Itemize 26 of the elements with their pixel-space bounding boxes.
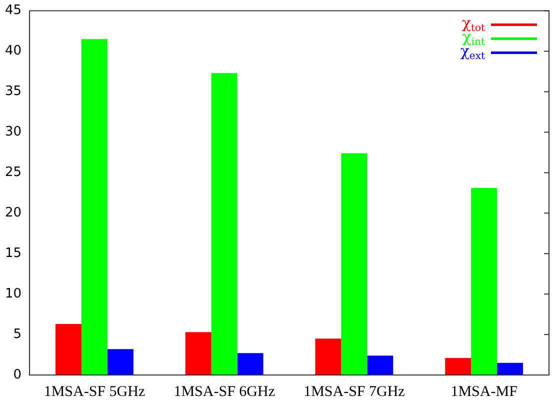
bar: [211, 73, 238, 375]
y-tick-label: 40: [4, 44, 22, 59]
y-tick-label: 35: [4, 84, 22, 100]
bar: [315, 338, 342, 375]
y-tick-label: 20: [4, 206, 22, 221]
y-tick-label: 25: [4, 165, 22, 180]
x-tick-label: 1MSA-SF 6GHz: [174, 384, 276, 400]
y-tick-label: 10: [4, 286, 22, 302]
x-tick-label: 1MSA-SF 7GHz: [304, 384, 406, 400]
y-tick-label: 30: [4, 124, 22, 140]
bar: [471, 188, 498, 375]
bar: [341, 153, 368, 375]
bar: [367, 356, 394, 375]
bar: [81, 39, 108, 375]
y-tick-label: 5: [13, 326, 22, 342]
y-tick-label: 0: [13, 367, 22, 382]
bar: [237, 353, 264, 375]
y-tick-label: 15: [4, 246, 22, 261]
x-tick-label: 1MSA-SF 5GHz: [44, 384, 146, 400]
y-tick-label: 45: [4, 3, 22, 18]
bar: [497, 362, 524, 375]
bar: [445, 358, 472, 375]
x-tick-label: 1MSA-MF: [450, 384, 518, 400]
bar: [185, 332, 212, 375]
bar: [107, 349, 134, 375]
bar: [56, 324, 82, 375]
